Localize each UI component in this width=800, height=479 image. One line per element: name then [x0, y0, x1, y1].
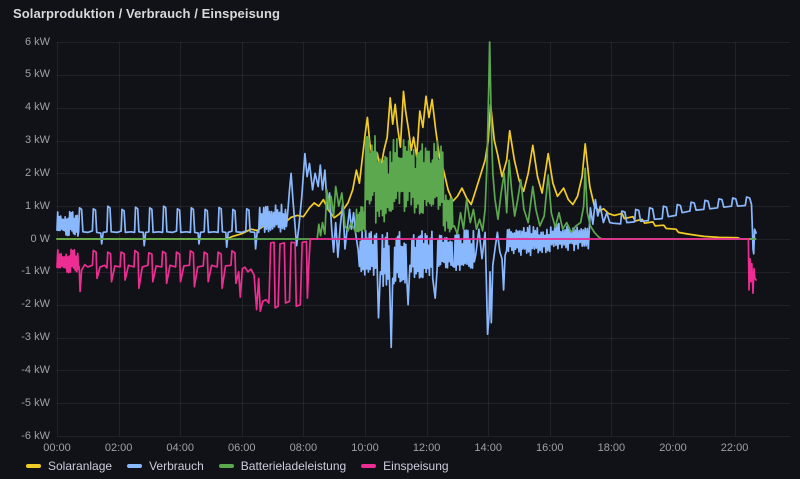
legend-swatch-einspeisung	[361, 464, 377, 468]
series-line-batterieladeleistung	[56, 41, 757, 240]
legend-swatch-verbrauch	[127, 464, 143, 468]
y-tick-label: 1 kW	[24, 199, 50, 212]
y-tick-label: 6 kW	[24, 35, 50, 48]
y-tick-label: 3 kW	[24, 134, 50, 146]
legend: Solaranlage Verbrauch Batterieladeleistung…	[26, 459, 449, 473]
legend-item-batterieladeleistung[interactable]: Batterieladeleistung	[218, 459, 347, 473]
y-tick-label: -4 kW	[21, 363, 50, 376]
y-tick-label: -1 kW	[21, 265, 50, 278]
panel-title[interactable]: Solarproduktion / Verbrauch / Einspeisun…	[13, 6, 281, 21]
y-tick-label: 2 kW	[24, 166, 50, 179]
x-tick-label: 02:00	[104, 442, 133, 454]
series-lines	[56, 41, 757, 349]
series-line-verbrauch	[56, 152, 757, 349]
x-tick-label: 08:00	[289, 442, 318, 454]
x-tick-label: 04:00	[166, 442, 194, 454]
series-line-einspeisung	[56, 238, 757, 313]
x-tick-label: 22:00	[720, 442, 749, 454]
y-tick-label: 0 W	[30, 232, 50, 245]
legend-item-solaranlage[interactable]: Solaranlage	[26, 459, 112, 473]
legend-item-verbrauch[interactable]: Verbrauch	[127, 459, 204, 473]
y-tick-label: -5 kW	[21, 396, 50, 409]
legend-label: Einspeisung	[383, 459, 449, 473]
x-tick-label: 16:00	[536, 442, 564, 454]
x-tick-label: 20:00	[659, 442, 687, 454]
y-tick-label: -2 kW	[21, 298, 50, 311]
legend-swatch-solaranlage	[26, 464, 41, 468]
x-tick-label: 18:00	[597, 442, 626, 454]
x-tick-label: 00:00	[43, 442, 71, 454]
x-tick-label: 14:00	[474, 442, 502, 454]
legend-swatch-batterieladeleistung	[218, 464, 234, 468]
y-tick-label: 5 kW	[24, 68, 50, 81]
legend-label: Verbrauch	[149, 459, 204, 473]
legend-label: Solaranlage	[48, 459, 113, 473]
legend-label: Batterieladeleistung	[240, 459, 347, 473]
y-tick-label: 4 kW	[24, 101, 50, 114]
y-tick-label: -3 kW	[21, 331, 50, 343]
legend-item-einspeisung[interactable]: Einspeisung	[361, 459, 449, 473]
x-tick-label: 12:00	[412, 442, 441, 454]
gridlines	[57, 42, 790, 437]
y-tick-label: -6 kW	[21, 429, 50, 442]
x-tick-label: 10:00	[351, 442, 379, 454]
x-tick-label: 06:00	[228, 442, 256, 454]
